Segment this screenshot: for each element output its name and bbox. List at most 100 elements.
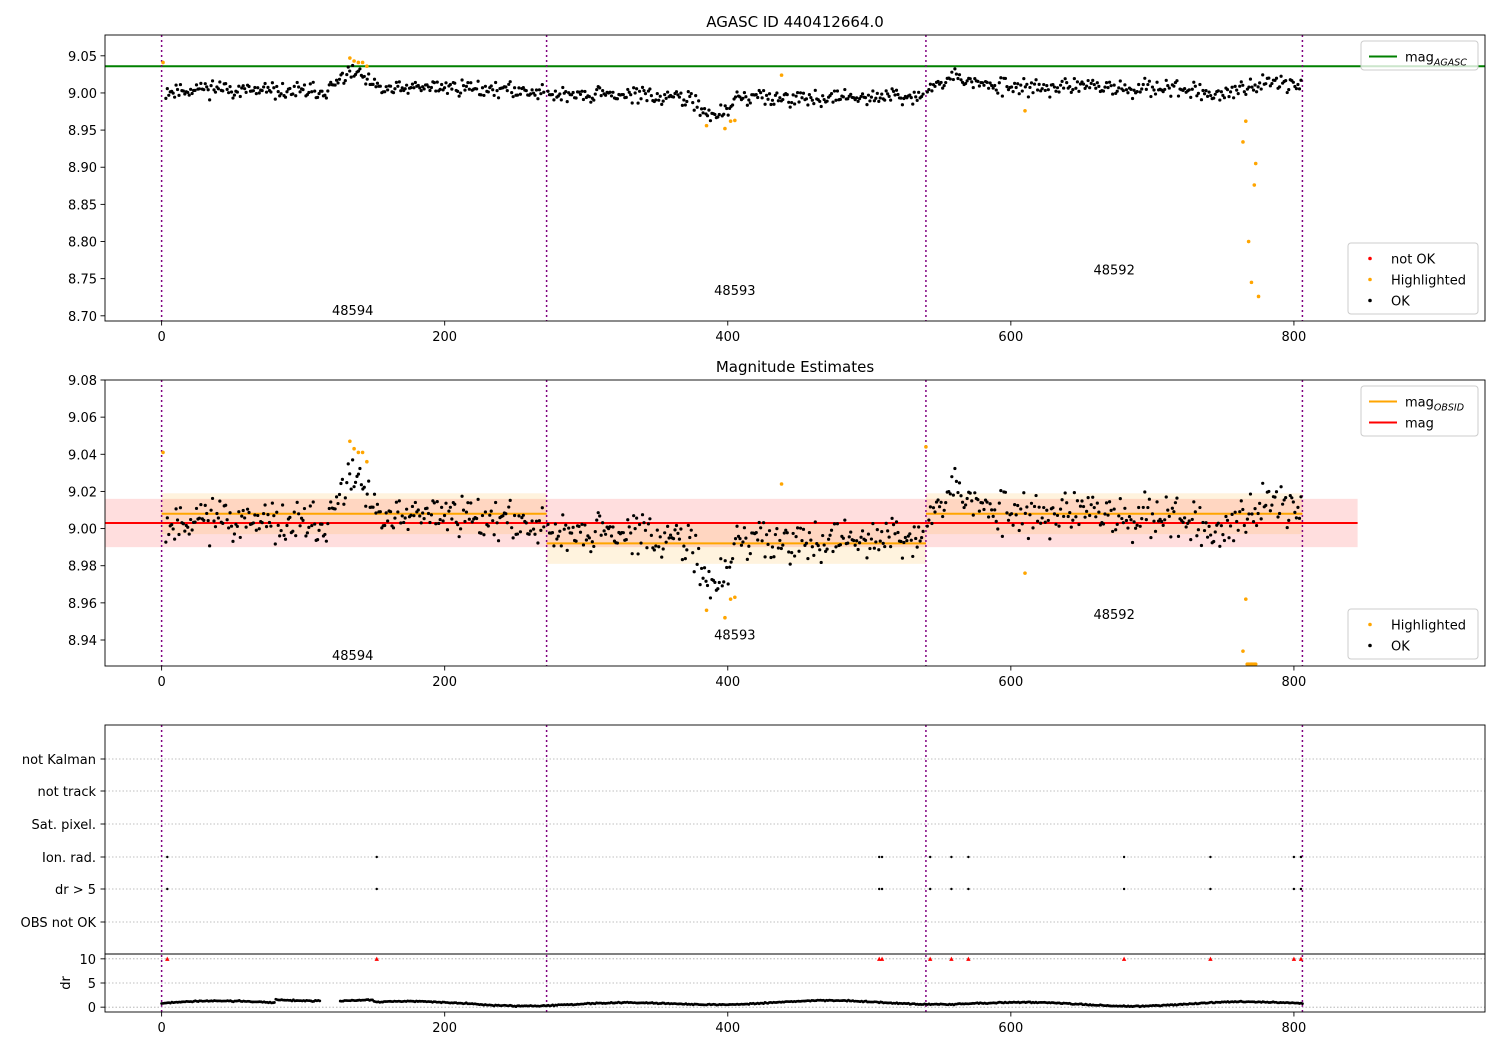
ok-point: [1085, 509, 1089, 513]
ok-point: [1216, 89, 1220, 93]
ok-point: [371, 505, 375, 509]
ok-point: [1037, 82, 1041, 86]
legend-label-subscript: OBSID: [1434, 403, 1464, 414]
ok-point: [1117, 514, 1121, 518]
ok-point: [1115, 522, 1119, 526]
ok-point: [253, 85, 257, 90]
ok-point: [463, 88, 467, 92]
ok-point: [635, 87, 639, 91]
ok-point: [915, 98, 919, 102]
y-tick-label: 9.08: [68, 374, 97, 389]
ok-point: [405, 507, 409, 511]
ok-point: [273, 542, 277, 546]
ok-point: [546, 89, 550, 93]
ok-point: [263, 81, 267, 86]
ok-point: [1009, 512, 1014, 516]
ok-point: [1153, 529, 1158, 533]
ok-point: [1011, 523, 1015, 527]
ok-point: [1202, 92, 1207, 96]
ok-point: [866, 532, 871, 536]
ok-point: [511, 536, 515, 540]
highlighted-point: [365, 459, 369, 464]
ok-point: [206, 88, 210, 92]
ok-point: [657, 545, 661, 549]
ok-point: [173, 95, 177, 99]
ok-point: [1029, 501, 1034, 505]
ok-point: [496, 96, 501, 100]
ok-point: [1115, 89, 1119, 93]
ok-point: [240, 514, 244, 518]
ok-point: [520, 515, 524, 520]
obsid-label: 48592: [1093, 264, 1134, 279]
ok-point: [810, 98, 814, 102]
ok-point: [1130, 96, 1135, 101]
ok-point: [257, 91, 261, 95]
ok-point: [1031, 91, 1035, 95]
ok-point: [1207, 90, 1211, 94]
ok-point: [624, 538, 628, 542]
ok-point: [663, 93, 667, 97]
ok-point: [1006, 518, 1011, 522]
ok-point: [592, 544, 596, 549]
ok-point: [951, 493, 955, 497]
ok-point: [636, 552, 640, 556]
ok-point: [849, 530, 853, 534]
ok-point: [334, 78, 339, 82]
ok-point: [809, 538, 813, 542]
ok-point: [492, 533, 496, 537]
ok-point: [399, 521, 403, 525]
ok-point: [766, 542, 770, 547]
ok-point: [689, 528, 693, 532]
legend-label-text: not OK: [1391, 253, 1436, 268]
ok-point: [251, 89, 256, 93]
ok-point: [590, 540, 594, 544]
highlighted-point: [356, 60, 361, 65]
ok-point: [1085, 84, 1089, 88]
ok-point: [189, 517, 193, 522]
ok-point: [930, 89, 934, 93]
ok-point: [846, 541, 850, 545]
ok-point: [386, 88, 390, 92]
ok-point: [1055, 513, 1060, 518]
ok-point: [581, 97, 586, 102]
ok-point: [950, 475, 954, 479]
ok-point: [717, 580, 721, 585]
ok-point: [806, 103, 810, 107]
ok-point: [731, 557, 735, 561]
ok-point: [818, 548, 822, 552]
ok-point: [1209, 533, 1213, 537]
legend-label-text: OK: [1391, 640, 1410, 655]
ok-point: [450, 517, 454, 521]
ok-point: [1127, 514, 1132, 519]
ok-point: [887, 94, 891, 98]
ok-point: [1068, 84, 1072, 89]
ok-point: [729, 560, 733, 564]
ok-point: [1222, 538, 1227, 543]
ok-point: [1103, 85, 1107, 89]
ok-point: [419, 89, 423, 93]
ok-point: [971, 513, 975, 517]
ok-point: [418, 86, 422, 90]
legend: magAGASC: [1360, 40, 1479, 71]
ok-point: [691, 101, 695, 105]
ok-point: [598, 86, 602, 90]
ok-point: [445, 91, 450, 96]
ok-point: [1028, 513, 1032, 517]
ok-point: [1175, 79, 1179, 83]
ok-point: [942, 84, 946, 88]
ok-point: [1201, 520, 1205, 525]
flag-event-point: [1122, 887, 1126, 891]
ok-point: [225, 87, 229, 92]
ok-point: [247, 84, 251, 89]
ok-point: [912, 525, 916, 529]
ok-point: [552, 98, 556, 102]
ok-point: [1141, 505, 1145, 510]
ok-point: [1219, 524, 1223, 528]
ok-point: [313, 522, 317, 526]
ok-point: [723, 559, 727, 563]
ok-point: [529, 92, 533, 96]
ok-point: [1190, 87, 1194, 91]
ok-point: [776, 546, 780, 550]
ok-point: [667, 536, 671, 540]
ok-point: [215, 511, 219, 516]
